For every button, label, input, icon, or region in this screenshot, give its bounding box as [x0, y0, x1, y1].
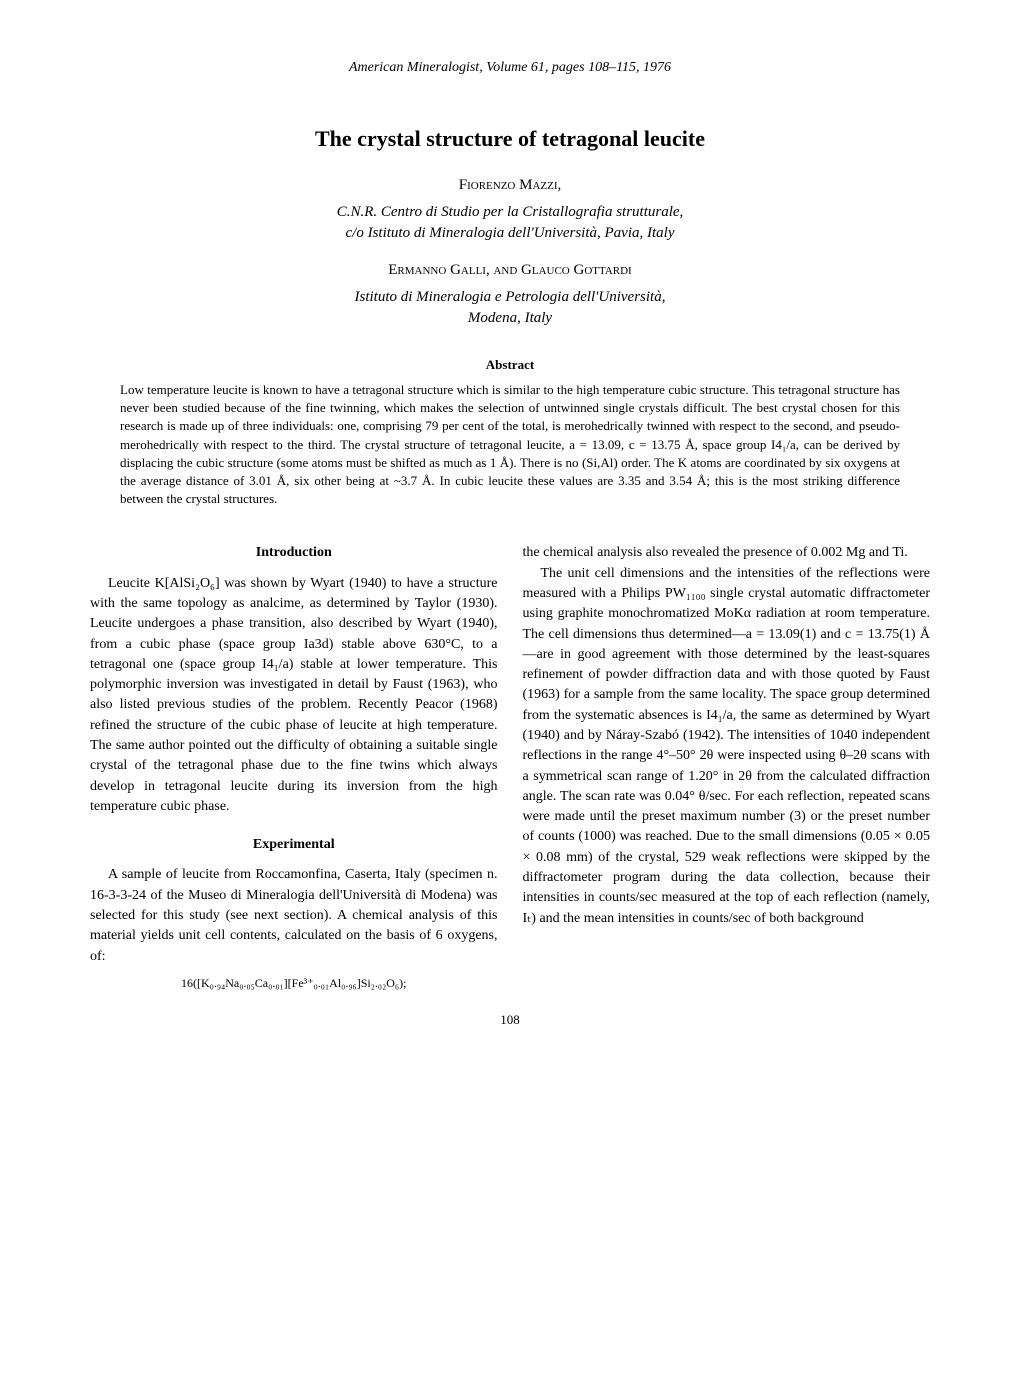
right-column: the chemical analysis also revealed the …: [523, 543, 931, 992]
experimental-heading: Experimental: [90, 835, 498, 855]
authors-secondary: Ermanno Galli, and Glauco Gottardi: [90, 262, 930, 279]
introduction-paragraph: Leucite K[AlSi₂O₆] was shown by Wyart (1…: [90, 574, 498, 818]
left-column: Introduction Leucite K[AlSi₂O₆] was show…: [90, 543, 498, 992]
introduction-heading: Introduction: [90, 543, 498, 563]
affiliation-2-line-1: Istituto di Mineralogia e Petrologia del…: [90, 289, 930, 306]
body-columns: Introduction Leucite K[AlSi₂O₆] was show…: [90, 543, 930, 992]
column-2-paragraph-2: The unit cell dimensions and the intensi…: [523, 564, 931, 929]
column-2-paragraph-1: the chemical analysis also revealed the …: [523, 543, 931, 563]
article-title: The crystal structure of tetragonal leuc…: [90, 126, 930, 152]
affiliation-1-line-2: c/o Istituto di Mineralogia dell'Univers…: [90, 225, 930, 242]
author-primary: Fiorenzo Mazzi,: [90, 177, 930, 194]
journal-header: American Mineralogist, Volume 61, pages …: [90, 60, 930, 76]
experimental-paragraph: A sample of leucite from Roccamonfina, C…: [90, 865, 498, 966]
affiliation-2-line-2: Modena, Italy: [90, 310, 930, 327]
abstract-heading: Abstract: [90, 357, 930, 373]
abstract-text: Low temperature leucite is known to have…: [120, 381, 900, 508]
chemical-formula: 16([K₀.₉₄Na₀.₀₅Ca₀.₀₁][Fe³⁺₀.₀₁Al₀.₉₆]Si…: [90, 975, 498, 992]
page-number: 108: [90, 1012, 930, 1028]
affiliation-1-line-1: C.N.R. Centro di Studio per la Cristallo…: [90, 204, 930, 221]
